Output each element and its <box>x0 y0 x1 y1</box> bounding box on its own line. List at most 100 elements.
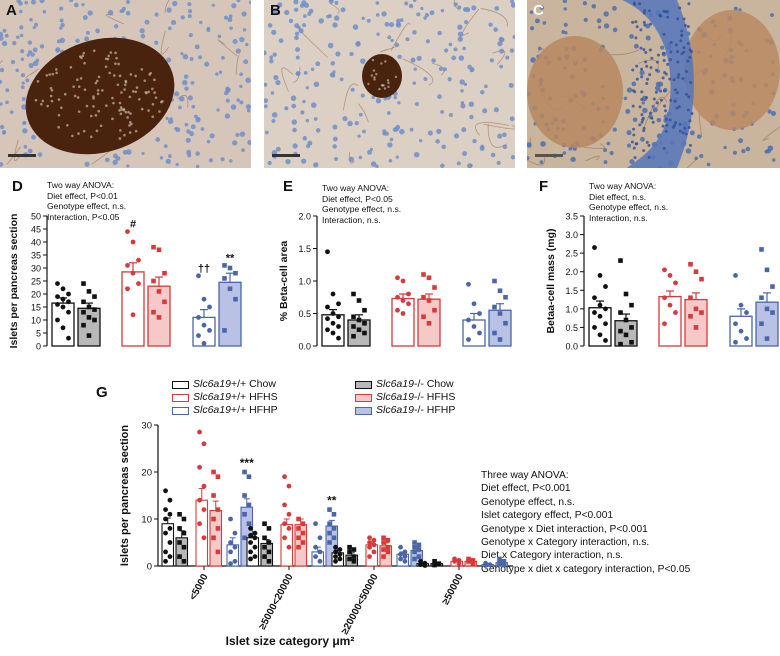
nucleus <box>509 116 515 122</box>
data-point <box>262 521 267 526</box>
nucleus <box>1 40 8 47</box>
data-point <box>125 286 130 292</box>
nucleus <box>510 154 515 160</box>
data-point <box>503 294 508 300</box>
lymphocyte <box>688 119 692 123</box>
islet-nucleus <box>107 54 111 58</box>
nucleus <box>448 112 453 118</box>
lymphocyte <box>642 149 646 153</box>
data-point <box>201 507 207 512</box>
legend-item-ko-hfhs: Slc6a19 -/- HFHS <box>355 391 455 404</box>
data-point <box>246 521 252 526</box>
data-point <box>497 556 502 562</box>
nucleus <box>772 158 776 162</box>
lymphocyte <box>642 129 646 133</box>
legend-swatch <box>172 393 189 402</box>
nucleus <box>209 133 215 139</box>
nucleus <box>612 5 617 11</box>
data-point <box>331 512 337 517</box>
nucleus <box>606 141 611 146</box>
significance-label: †† <box>198 263 210 275</box>
y-tick-label: 30 <box>141 421 152 432</box>
data-point <box>242 493 247 498</box>
data-point <box>336 314 341 320</box>
nucleus <box>301 158 307 164</box>
data-point <box>367 540 372 545</box>
nucleus <box>623 96 628 101</box>
data-point <box>347 549 352 555</box>
lymphocyte <box>662 32 666 36</box>
data-point <box>400 311 406 316</box>
nucleus <box>332 22 338 28</box>
islet-nucleus <box>375 72 378 76</box>
data-point <box>266 559 272 564</box>
data-point <box>759 295 764 301</box>
tissue-fiber <box>292 66 301 83</box>
data-point <box>262 535 267 541</box>
data-point <box>201 296 207 302</box>
islet-nucleus <box>119 129 122 132</box>
islet-nucleus <box>92 95 95 98</box>
lymphocyte <box>688 55 692 59</box>
data-point <box>177 512 182 517</box>
islet-nucleus <box>36 80 40 83</box>
data-point <box>81 322 86 328</box>
nucleus <box>165 158 171 165</box>
tissue-fiber <box>164 0 170 13</box>
nucleus <box>347 120 353 127</box>
nucleus <box>423 76 428 82</box>
nucleus <box>271 29 277 35</box>
data-point <box>477 311 482 316</box>
data-point <box>333 549 338 555</box>
nucleus <box>35 58 40 63</box>
islet-nucleus <box>151 87 154 91</box>
nucleus <box>494 6 500 11</box>
nucleus <box>267 160 272 166</box>
nucleus <box>655 81 661 87</box>
data-point <box>55 281 60 286</box>
data-point <box>667 302 673 308</box>
nucleus <box>197 55 203 60</box>
data-point <box>201 322 207 328</box>
nucleus <box>640 136 645 142</box>
data-point <box>426 320 432 326</box>
nucleus <box>510 0 514 4</box>
panel-label-g: G <box>96 384 108 401</box>
tissue-fiber <box>483 123 515 130</box>
nucleus <box>442 67 447 72</box>
data-point <box>248 556 253 562</box>
islet-nucleus <box>57 113 61 117</box>
lymphocyte <box>650 56 654 60</box>
nucleus <box>645 35 651 41</box>
nucleus <box>437 30 442 36</box>
islet-nucleus <box>119 112 123 116</box>
data-point <box>764 267 770 273</box>
nucleus <box>361 16 365 21</box>
nucleus <box>20 85 25 90</box>
nucleus <box>499 37 505 43</box>
nucleus <box>247 140 251 146</box>
data-point <box>222 276 227 281</box>
islet-nucleus <box>370 74 374 77</box>
islet-nucleus <box>66 124 69 127</box>
lymphocyte <box>683 23 687 27</box>
nucleus <box>358 155 363 160</box>
nucleus <box>269 55 274 60</box>
islet-nucleus <box>63 92 67 96</box>
chart-panel-f: 0.0 0.5 1.0 1.5 2.0 2.5 3.0 3.5 Betaa-cell mass … <box>545 212 779 352</box>
nucleus <box>738 8 742 12</box>
y-tick-label: 45 <box>31 225 41 235</box>
islet-nucleus <box>45 74 49 77</box>
lymphocyte <box>675 106 679 110</box>
y-tick-label: 1.5 <box>565 286 578 296</box>
data-point <box>282 521 287 527</box>
data-point <box>325 327 330 333</box>
data-point <box>92 294 97 299</box>
nucleus <box>208 158 214 163</box>
nucleus <box>382 129 387 134</box>
data-point <box>296 535 301 541</box>
lymphocyte <box>645 81 649 85</box>
nucleus <box>23 144 28 149</box>
data-point <box>662 267 667 273</box>
nucleus <box>31 0 37 5</box>
